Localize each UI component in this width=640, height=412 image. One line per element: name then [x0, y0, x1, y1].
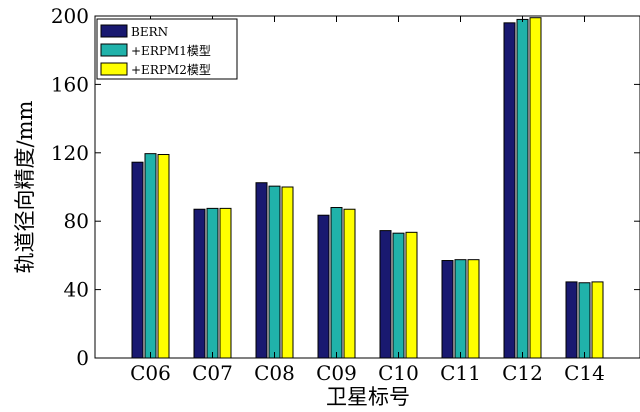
bar-C06-series-1: [144, 153, 157, 359]
bar-C08-series-0: [255, 182, 268, 359]
bar-C07-series-2: [219, 207, 232, 359]
bar-C10-series-1: [392, 232, 405, 359]
x-tick-label: C06: [130, 361, 171, 385]
x-tick-label: C12: [502, 361, 543, 385]
x-tick-label: C14: [564, 361, 605, 385]
x-tick-label: C10: [378, 361, 419, 385]
legend-swatch: [100, 43, 128, 57]
legend-swatch: [100, 62, 128, 76]
axes-frame: [94, 15, 640, 359]
x-tick-label: C07: [192, 361, 233, 385]
bar-C10-series-0: [379, 230, 392, 359]
bar-C11-series-0: [441, 260, 454, 359]
bar-C08-series-2: [281, 186, 294, 359]
bar-C07-series-0: [193, 208, 206, 359]
y-tick-label: 160: [51, 72, 89, 96]
y-tick-label: 80: [64, 209, 89, 233]
bar-C06-series-0: [131, 161, 144, 359]
bar-C08-series-1: [268, 185, 281, 359]
bar-C12-series-2: [529, 17, 542, 359]
x-tick-label: C11: [440, 361, 481, 385]
legend-label: +ERPM1模型: [131, 44, 211, 58]
x-tick-label: C08: [254, 361, 295, 385]
y-tick-label: 200: [51, 4, 89, 28]
x-axis-label: 卫星标号: [326, 385, 410, 409]
y-axis-label: 轨道径向精度/mm: [13, 100, 37, 273]
legend: BERN +ERPM1模型 +ERPM2模型: [96, 18, 238, 80]
legend-swatch: [100, 24, 128, 38]
bar-C11-series-2: [467, 259, 480, 359]
y-tick-label: 0: [76, 346, 89, 370]
legend-label: BERN: [131, 25, 168, 39]
y-tick-label: 120: [51, 141, 89, 165]
x-tick-label: C09: [316, 361, 357, 385]
bar-C09-series-0: [317, 214, 330, 359]
x-axis: C06 C07 C08 C09 C10 C11 C12 C14: [130, 16, 605, 385]
bar-C10-series-2: [405, 231, 418, 359]
bar-C14-series-2: [591, 281, 604, 359]
bar-C12-series-1: [516, 18, 529, 359]
bar-C09-series-1: [330, 207, 343, 359]
y-tick-label: 40: [64, 278, 89, 302]
bar-C07-series-1: [206, 207, 219, 359]
y-axis: 0 40 80 120 160 200: [51, 4, 640, 370]
bar-C14-series-1: [578, 282, 591, 359]
bar-C09-series-2: [343, 208, 356, 359]
bar-C11-series-1: [454, 259, 467, 359]
legend-label: +ERPM2模型: [131, 63, 211, 77]
bar-C14-series-0: [565, 281, 578, 359]
bars-group: [131, 17, 604, 359]
bar-C12-series-0: [503, 22, 516, 359]
bar-C06-series-2: [157, 154, 170, 359]
